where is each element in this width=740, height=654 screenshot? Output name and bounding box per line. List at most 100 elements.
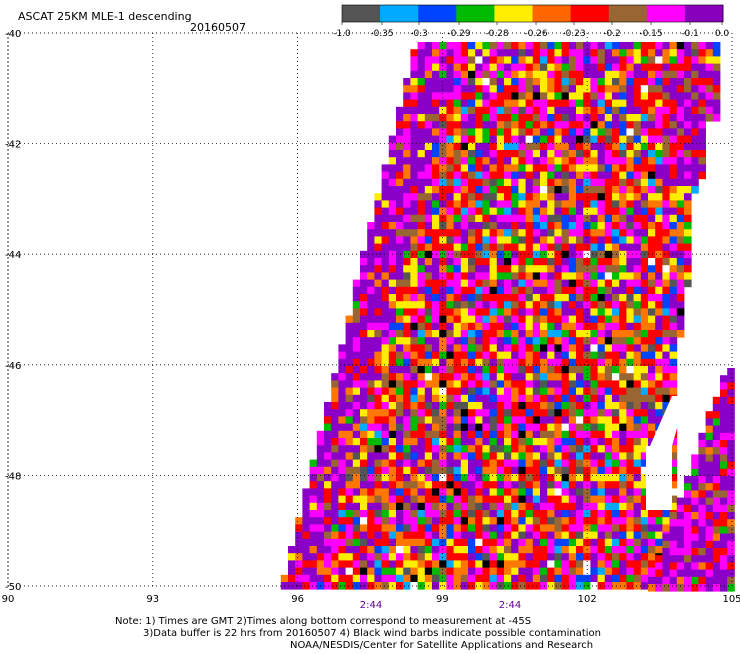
swath-cell (532, 409, 541, 417)
swath-cell (597, 546, 606, 554)
swath-cell (612, 351, 620, 360)
swath-cell (720, 468, 728, 477)
swath-cell (540, 315, 548, 324)
swath-cell (540, 265, 548, 273)
swath-cell (496, 265, 505, 273)
swath-cell (705, 461, 714, 470)
swath-cell (295, 531, 303, 540)
swath-cell (532, 430, 541, 439)
swath-cell (612, 366, 620, 374)
swath-cell (727, 476, 735, 484)
swath-cell (576, 63, 584, 72)
swath-cell (504, 524, 512, 532)
swath-cell (648, 553, 656, 561)
swath-cell (496, 121, 505, 129)
swath-cell (446, 466, 454, 475)
swath-cell (648, 322, 656, 331)
swath-cell (684, 85, 692, 93)
swath-cell (396, 402, 404, 410)
swath-cell (525, 531, 534, 540)
swath-cell (468, 200, 476, 208)
swath-cell (604, 531, 613, 540)
swath-cell (684, 236, 692, 244)
swath-cell (619, 214, 627, 223)
swath-cell (518, 380, 526, 388)
swath-cell (604, 394, 613, 403)
swath-cell (316, 574, 325, 583)
swath-cell (410, 200, 418, 208)
swath-cell (511, 531, 519, 540)
swath-cell (511, 567, 519, 576)
swath-cell (525, 315, 534, 324)
swath-cell (360, 538, 368, 547)
swath-cell (612, 344, 620, 352)
swath-cell (381, 258, 390, 266)
swath-cell (453, 452, 462, 460)
swath-cell (360, 272, 368, 280)
swath-cell (640, 207, 649, 216)
swath-cell (460, 135, 469, 144)
swath-cell (460, 330, 469, 338)
swath-cell (568, 99, 577, 108)
swath-cell (684, 207, 692, 216)
swath-cell (331, 560, 339, 568)
swath-cell (532, 63, 541, 72)
swath-cell (561, 92, 570, 100)
swath-cell (561, 416, 570, 424)
swath-cell (417, 63, 426, 72)
swath-cell (590, 286, 598, 295)
swath-cell (302, 538, 310, 547)
swath-cell (432, 229, 440, 237)
swath-cell (655, 164, 663, 172)
swath-cell (684, 229, 692, 237)
swath-cell (662, 562, 670, 570)
swath-cell (583, 567, 591, 576)
swath-cell (504, 222, 512, 230)
swath-cell (597, 70, 606, 79)
swath-cell (396, 164, 404, 172)
swath-cell (460, 466, 469, 475)
swath-cell (525, 258, 534, 266)
swath-cell (489, 481, 498, 489)
swath-cell (338, 538, 346, 547)
swath-cell (432, 531, 440, 540)
swath-cell (352, 308, 361, 316)
swath-cell (489, 258, 498, 266)
swath-cell (460, 553, 469, 561)
swath-cell (626, 193, 634, 201)
swath-cell (446, 78, 454, 86)
swath-cell (403, 452, 411, 460)
swath-cell (540, 63, 548, 72)
swath-cell (396, 495, 404, 504)
swath-cell (396, 250, 404, 259)
swath-cell (316, 459, 325, 468)
swath-cell (360, 495, 368, 504)
swath-cell (633, 517, 642, 525)
swath-cell (561, 272, 570, 280)
swath-cell (604, 56, 613, 64)
swath-cell (590, 63, 598, 72)
swath-cell (648, 200, 656, 208)
swath-cell (698, 114, 706, 122)
swath-cell (698, 512, 706, 520)
swath-cell (345, 553, 354, 561)
swath-cell (410, 337, 418, 345)
swath-cell (518, 510, 526, 518)
swath-cell (648, 531, 656, 540)
swath-cell (403, 128, 411, 136)
swath-cell (345, 567, 354, 576)
swath-cell (489, 373, 498, 381)
swath-cell (475, 322, 483, 331)
swath-cell (417, 308, 426, 316)
swath-cell (662, 351, 670, 360)
swath-cell (619, 466, 627, 475)
swath-cell (352, 488, 361, 496)
swath-cell (698, 106, 706, 115)
swath-cell (590, 438, 598, 446)
swath-cell (626, 157, 634, 165)
swath-cell (604, 495, 613, 504)
swath-cell (381, 416, 390, 424)
swath-cell (662, 150, 670, 158)
swath-cell (446, 178, 454, 187)
swath-cell (489, 135, 498, 144)
